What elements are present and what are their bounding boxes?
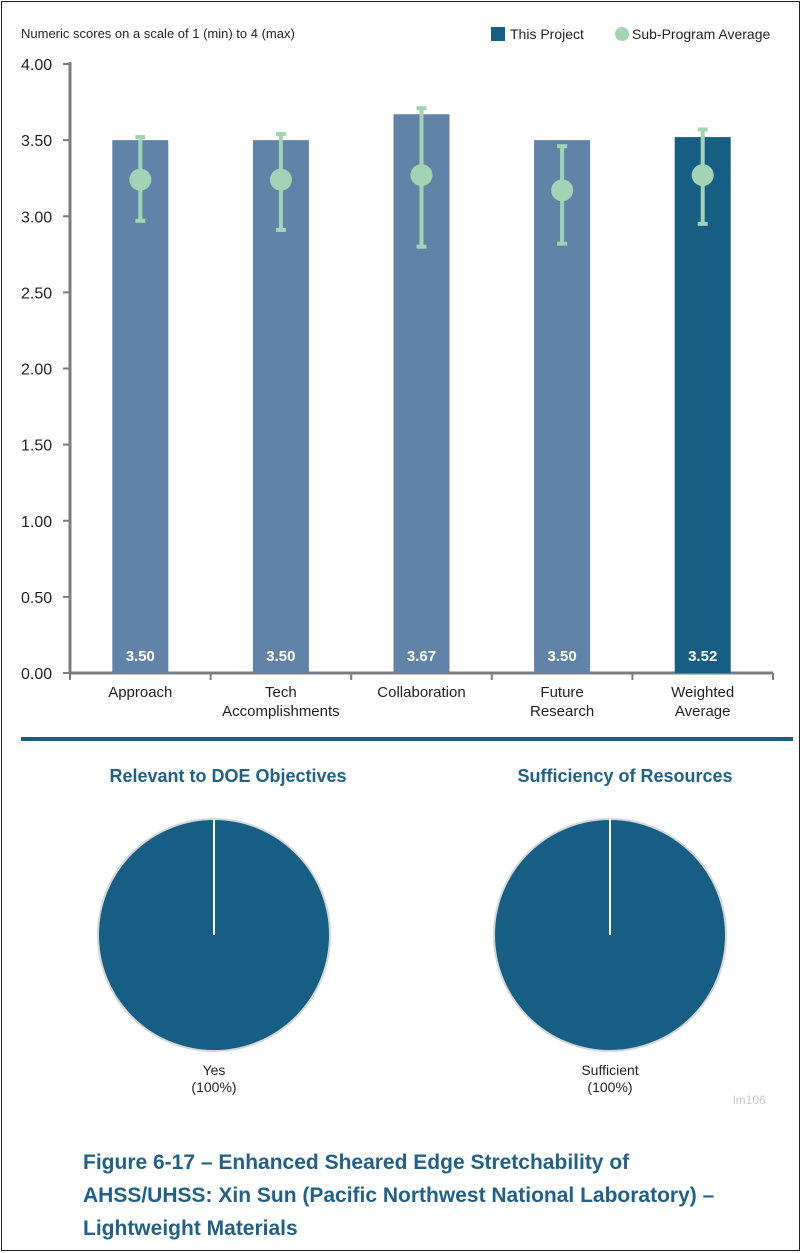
x-tick-label: Tech bbox=[265, 684, 297, 701]
pie-title-resources: Sufficiency of Resources bbox=[517, 766, 733, 786]
bar-value-label: 3.50 bbox=[266, 648, 295, 665]
x-axis: Approach Tech Accomplishments Collaboration… bbox=[69, 671, 774, 720]
y-tick-label: 1.50 bbox=[21, 438, 52, 455]
avg-point bbox=[129, 168, 152, 191]
avg-point bbox=[269, 168, 292, 191]
x-tick-label: Average bbox=[675, 703, 731, 720]
bar-weighted-average bbox=[674, 137, 731, 673]
y-tick-label: 0.50 bbox=[21, 590, 52, 607]
y-axis: 0.00 0.50 1.00 1.50 2.00 2.50 3.00 3.50 4.00 bbox=[21, 57, 72, 683]
y-tick-label: 3.00 bbox=[21, 209, 52, 226]
pie-slice-label: Yes bbox=[202, 1062, 226, 1078]
y-tick-label: 4.00 bbox=[21, 57, 52, 74]
avg-point bbox=[691, 164, 714, 187]
legend-swatch-this-project bbox=[491, 27, 505, 41]
x-tick-label: Research bbox=[530, 703, 594, 720]
pie-slice-label: Sufficient bbox=[581, 1062, 639, 1078]
bar-value-label: 3.50 bbox=[126, 648, 155, 665]
x-tick-label: Weighted bbox=[671, 684, 734, 701]
y-tick-label: 2.00 bbox=[21, 362, 52, 379]
bar-value-label: 3.50 bbox=[547, 648, 576, 665]
figure-caption: Figure 6-17 – Enhanced Sheared Edge Stre… bbox=[83, 1151, 715, 1240]
pie-slice-percent: (100%) bbox=[191, 1079, 237, 1095]
chart-subtitle: Numeric scores on a scale of 1 (min) to … bbox=[21, 26, 295, 41]
pie-title-relevance: Relevant to DOE Objectives bbox=[109, 766, 347, 786]
legend: This Project Sub-Program Average bbox=[491, 26, 770, 42]
bar-approach bbox=[112, 140, 169, 673]
x-tick-label: Collaboration bbox=[377, 684, 465, 701]
pie-chart-relevance bbox=[97, 818, 331, 1052]
y-tick-label: 1.00 bbox=[21, 514, 52, 531]
avg-point bbox=[551, 179, 574, 202]
legend-swatch-sub-program-average bbox=[615, 27, 629, 41]
error-bars bbox=[129, 106, 714, 249]
x-tick-label: Approach bbox=[108, 684, 172, 701]
bar-value-label: 3.67 bbox=[407, 648, 436, 665]
x-tick-label: Accomplishments bbox=[222, 703, 340, 720]
bar-chart: Numeric scores on a scale of 1 (min) to … bbox=[21, 26, 793, 741]
avg-point bbox=[410, 164, 433, 187]
pie-chart-resources bbox=[493, 818, 727, 1052]
x-tick-label: Future bbox=[540, 684, 583, 701]
legend-label-sub-program-average: Sub-Program Average bbox=[632, 26, 770, 42]
pie-slice-percent: (100%) bbox=[587, 1079, 633, 1095]
legend-label-this-project: This Project bbox=[510, 26, 584, 42]
pie-label-sufficient: Sufficient (100%) bbox=[500, 1062, 720, 1096]
y-tick-label: 3.50 bbox=[21, 133, 52, 150]
bar-value-label: 3.52 bbox=[688, 648, 717, 665]
watermark-code: lm106 bbox=[733, 1093, 766, 1107]
pie-label-yes: Yes (100%) bbox=[104, 1062, 324, 1096]
y-tick-label: 2.50 bbox=[21, 285, 52, 302]
y-tick-label: 0.00 bbox=[21, 666, 52, 683]
